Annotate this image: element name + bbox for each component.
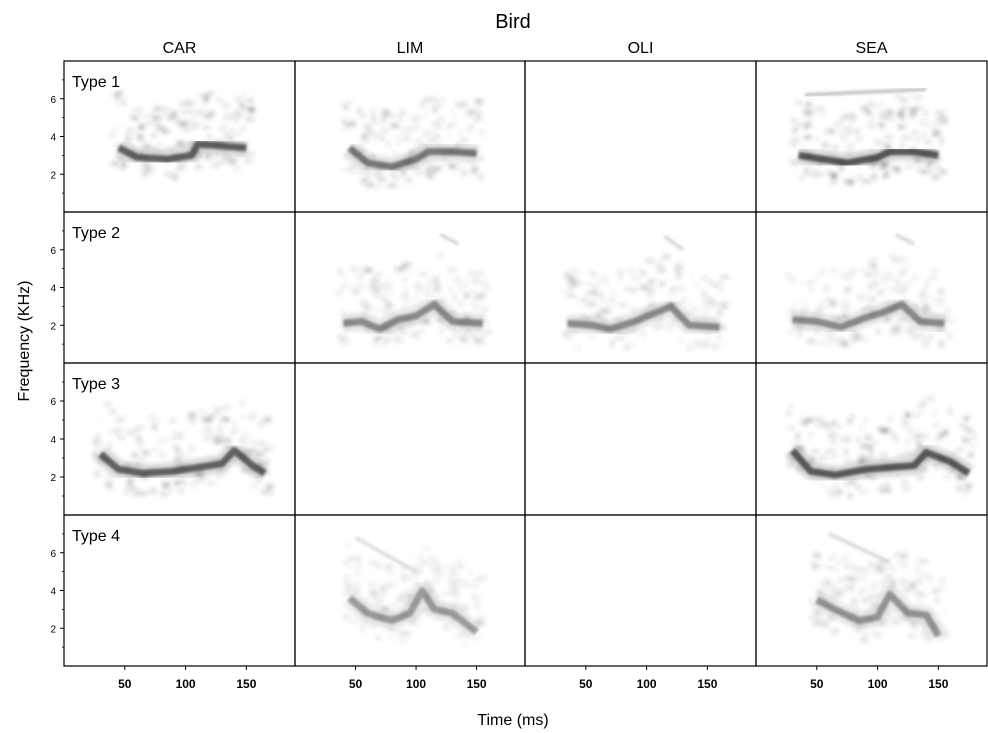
column-header-lim: LIM bbox=[397, 40, 424, 57]
panel-frame bbox=[755, 514, 988, 667]
y-tick-label: 2 bbox=[50, 170, 56, 181]
y-tick-label: 4 bbox=[50, 435, 56, 446]
panel-frame bbox=[524, 362, 757, 516]
spectrogram-noise bbox=[335, 253, 493, 349]
fundamental-trace bbox=[567, 302, 720, 333]
x-tick-label: 150 bbox=[236, 677, 256, 691]
panel-type-2-car: Type 2 bbox=[72, 225, 120, 242]
panel-frame bbox=[294, 211, 526, 364]
x-axes: 50 100 150 50 100 150 50 100 150 50 100 150 bbox=[118, 666, 949, 691]
harmonic-trace bbox=[894, 232, 915, 246]
y-tick-label: 6 bbox=[50, 549, 56, 560]
x-tick-label: 50 bbox=[579, 677, 593, 691]
panel-frame bbox=[755, 60, 988, 213]
y-tick-label: 4 bbox=[50, 284, 56, 295]
y-axis-label: Frequency (KHz) bbox=[16, 281, 33, 402]
panel-type-1-car: Type 1 bbox=[72, 74, 256, 180]
panels: Type 1 Type 2 Type 3 Type 4 bbox=[72, 74, 978, 648]
fundamental-trace bbox=[98, 446, 267, 477]
column-headers: CAR LIM OLI SEA bbox=[163, 40, 888, 57]
row-label-type-3: Type 3 bbox=[72, 376, 120, 393]
row-label-type-2: Type 2 bbox=[72, 225, 120, 242]
harmonic-trace bbox=[354, 535, 418, 574]
y-tick-label: 6 bbox=[50, 397, 56, 408]
column-header-car: CAR bbox=[163, 40, 197, 57]
chart-title: Bird bbox=[495, 11, 531, 33]
panel-type-4-car: Type 4 bbox=[72, 528, 120, 545]
x-tick-label: 50 bbox=[118, 677, 132, 691]
x-tick-label: 50 bbox=[349, 677, 363, 691]
spectrogram-noise bbox=[786, 396, 978, 499]
harmonic-trace bbox=[804, 87, 927, 97]
panel-type-4-lim bbox=[341, 535, 487, 648]
panel-frame bbox=[524, 60, 757, 213]
x-tick-label: 150 bbox=[467, 677, 487, 691]
fundamental-trace bbox=[789, 448, 971, 479]
spectrogram-noise bbox=[93, 401, 275, 497]
panel-type-4-sea bbox=[808, 532, 950, 643]
y-tick-label: 4 bbox=[50, 587, 56, 598]
row-label-type-1: Type 1 bbox=[72, 74, 120, 91]
panel-type-3-car: Type 3 bbox=[72, 376, 275, 497]
spectrogram-noise bbox=[560, 254, 730, 351]
fundamental-trace bbox=[117, 140, 247, 163]
spectrogram-noise bbox=[785, 254, 954, 348]
y-tick-label: 2 bbox=[50, 473, 56, 484]
panel-type-1-lim bbox=[341, 81, 485, 190]
harmonic-trace bbox=[663, 234, 685, 252]
fundamental-trace bbox=[347, 587, 479, 635]
x-tick-label: 100 bbox=[868, 677, 888, 691]
y-tick-label: 4 bbox=[50, 133, 56, 144]
y-tick-label: 6 bbox=[50, 95, 56, 106]
panel-frames bbox=[63, 60, 988, 667]
panel-frame bbox=[294, 514, 526, 667]
fundamental-trace bbox=[347, 145, 477, 171]
x-axis-label: Time (ms) bbox=[477, 712, 548, 729]
panel-type-3-sea bbox=[785, 389, 978, 499]
y-tick-label: 2 bbox=[50, 624, 56, 635]
x-tick-label: 100 bbox=[406, 677, 426, 691]
row-label-type-4: Type 4 bbox=[72, 528, 120, 545]
x-tick-label: 150 bbox=[697, 677, 717, 691]
column-header-sea: SEA bbox=[855, 40, 887, 57]
fundamental-trace bbox=[792, 300, 945, 331]
panel-type-2-oli bbox=[560, 234, 730, 351]
spectrogram-noise bbox=[110, 91, 256, 180]
x-tick-label: 100 bbox=[637, 677, 657, 691]
column-header-oli: OLI bbox=[628, 40, 654, 57]
x-tick-label: 50 bbox=[810, 677, 824, 691]
x-tick-label: 150 bbox=[928, 677, 948, 691]
y-tick-label: 6 bbox=[50, 246, 56, 257]
fundamental-trace bbox=[798, 148, 939, 167]
x-tick-label: 100 bbox=[176, 677, 196, 691]
spectrogram-noise bbox=[341, 97, 485, 190]
panel-type-2-sea bbox=[785, 232, 954, 348]
y-axes: 2 4 6 2 4 6 2 4 6 2 4 6 bbox=[50, 79, 64, 648]
harmonic-trace bbox=[439, 232, 460, 246]
spectrogram-noise bbox=[790, 95, 949, 186]
fundamental-trace bbox=[343, 300, 483, 333]
fundamental-trace bbox=[815, 590, 942, 638]
panel-frame bbox=[524, 514, 757, 667]
panel-type-1-sea bbox=[790, 87, 949, 186]
panel-frame bbox=[294, 60, 526, 213]
harmonic-trace bbox=[828, 532, 891, 565]
y-tick-label: 2 bbox=[50, 321, 56, 332]
panel-frame bbox=[294, 362, 526, 516]
panel-type-2-lim bbox=[335, 232, 493, 349]
